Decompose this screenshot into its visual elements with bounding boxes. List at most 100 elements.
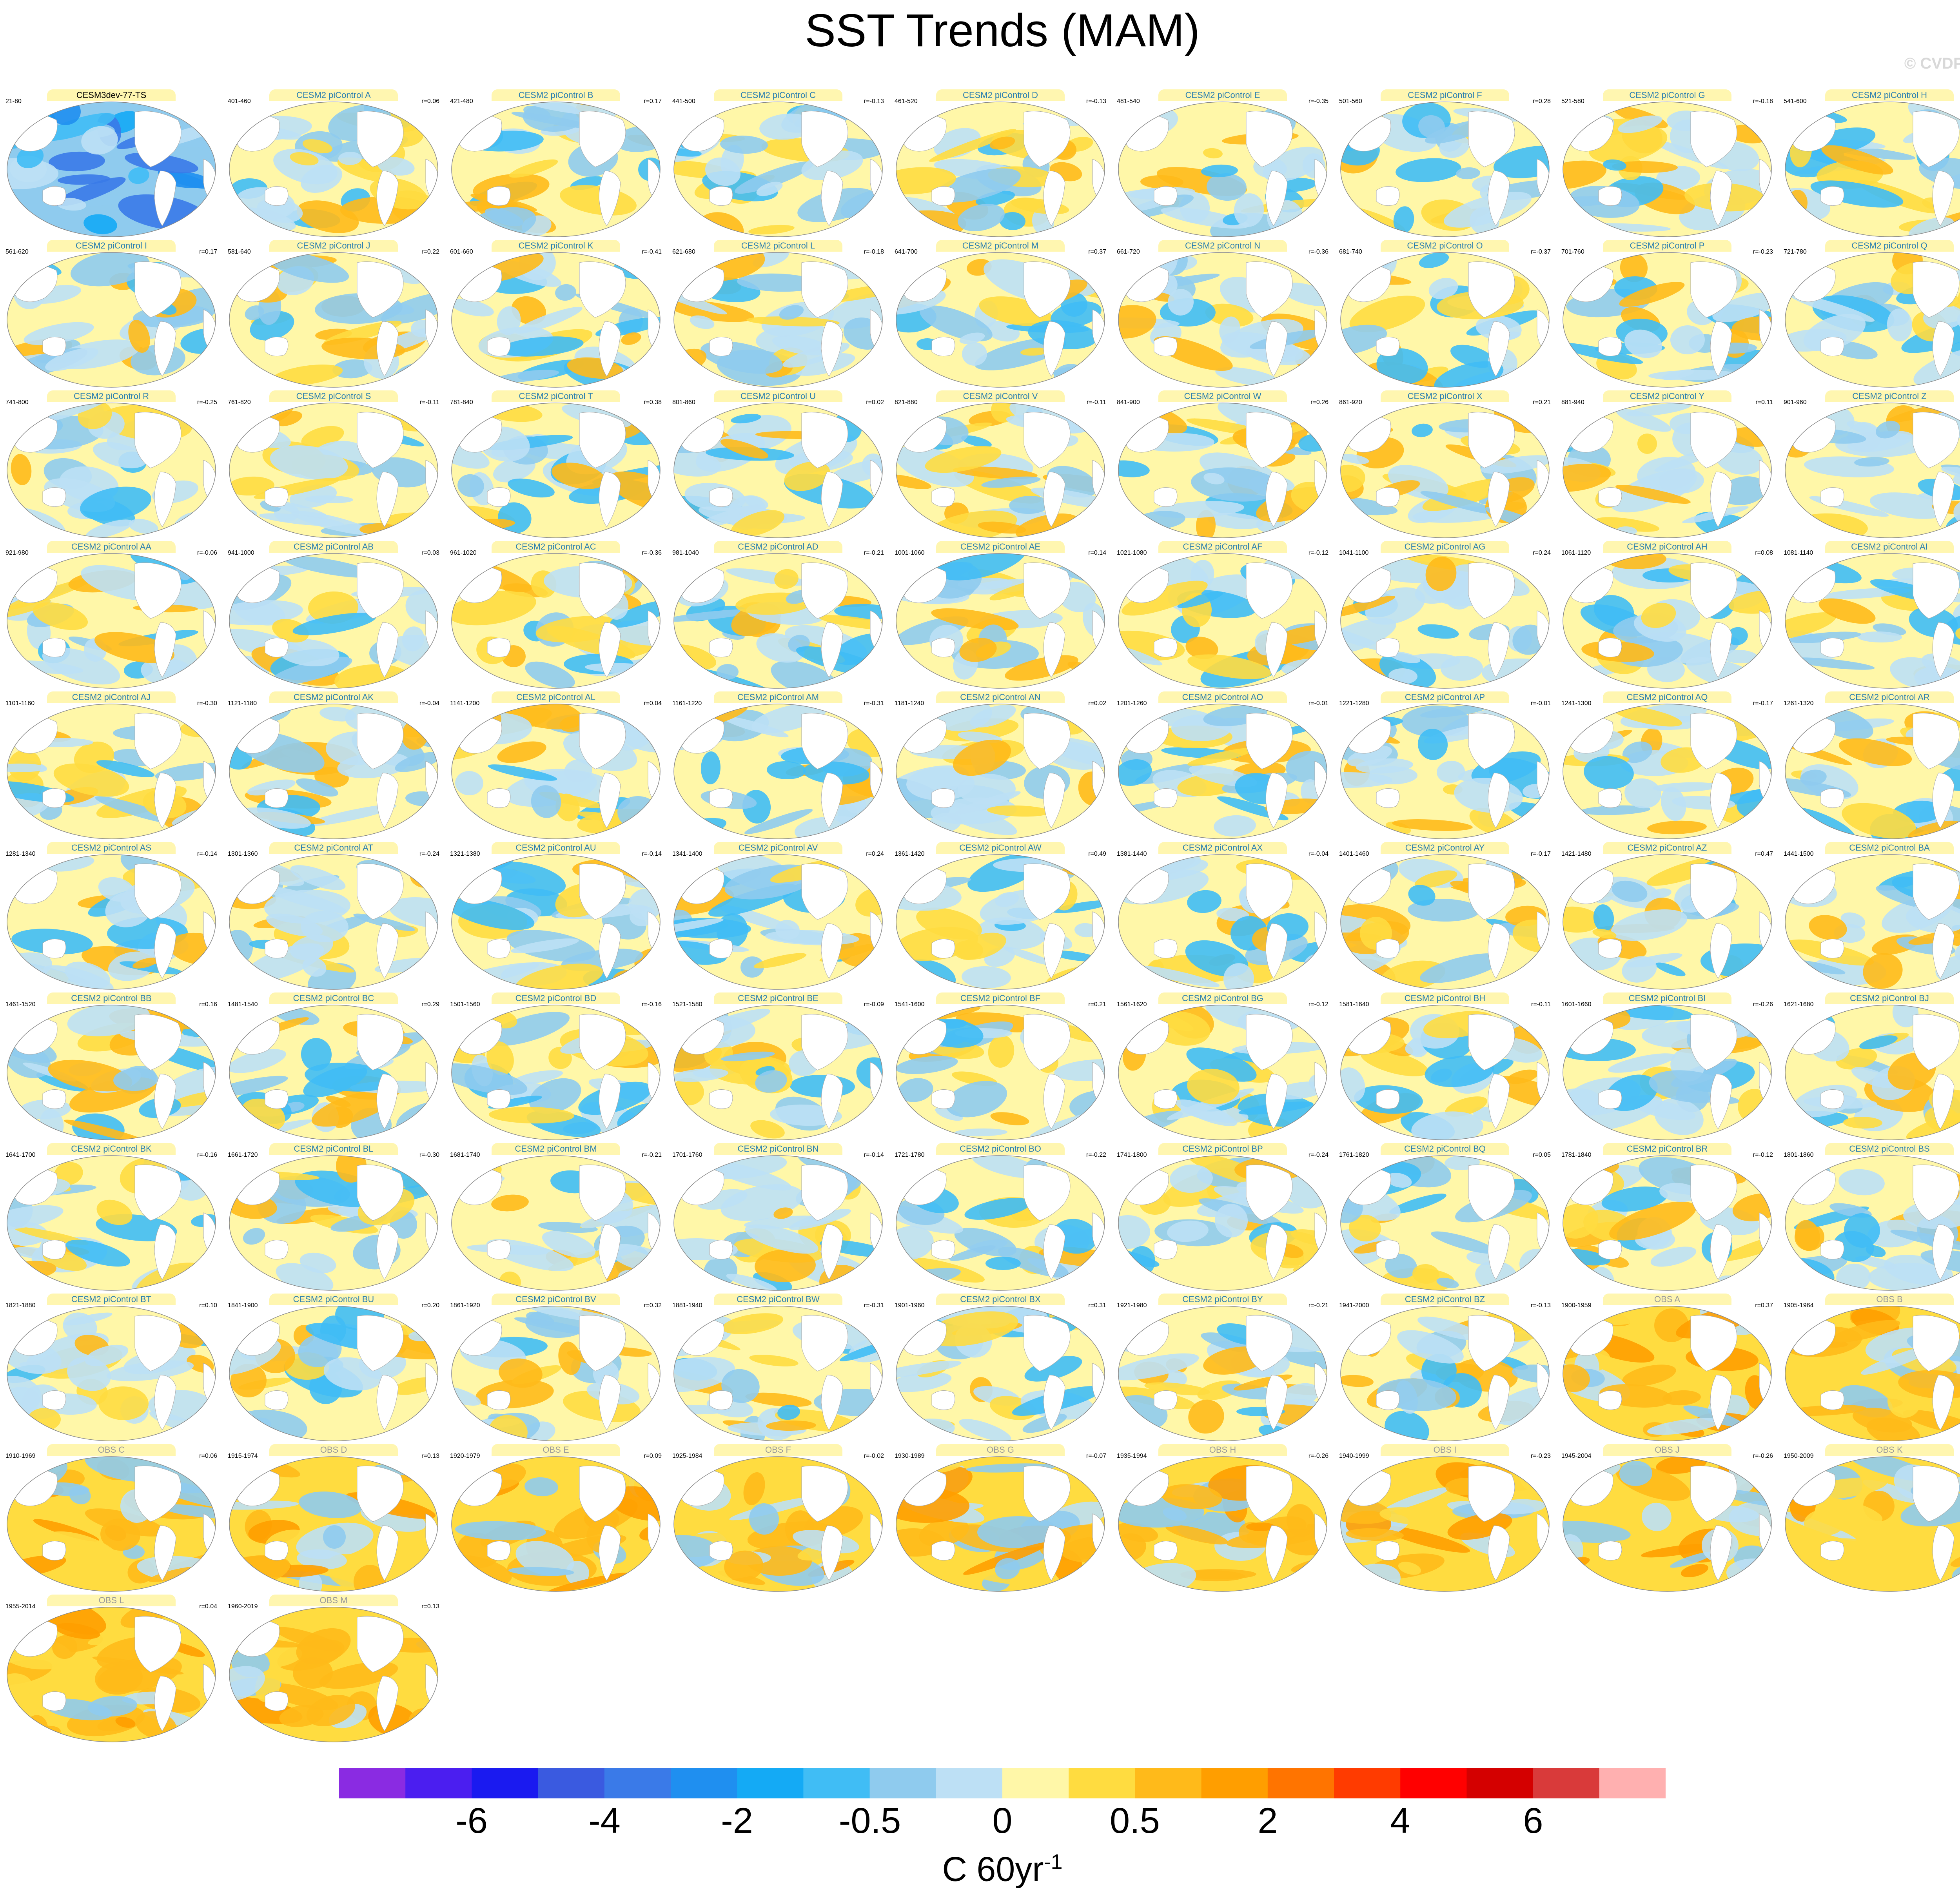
land-australia [1598,939,1622,959]
colorbar-swatch [1267,1768,1334,1798]
panel-correlation: r=-0.14 [197,851,217,857]
panel-years: 1920-1979 [450,1453,480,1459]
map-panel: CESM2 piControl K 601-660 r=-0.41 [448,240,663,391]
land-south-america [1265,1375,1288,1430]
world-map [451,1306,661,1441]
land-australia [709,186,733,206]
world-map [1118,102,1327,237]
panel-title: CESM2 piControl BB [47,992,176,1004]
panel-title: CESM2 piControl AG [1381,541,1509,553]
panel-correlation: r=0.02 [866,399,884,406]
map-outline [673,102,883,237]
land-australia [487,186,511,206]
map-panel: OBS A 1900-1959 r=0.37 [1560,1294,1775,1444]
panel-title: CESM2 piControl BD [492,992,620,1004]
world-map [229,1155,438,1291]
trend-patch [508,478,555,498]
panel-title: CESM2 piControl BN [714,1143,842,1155]
land-australia [487,1089,511,1109]
trend-patch [906,767,975,801]
colorbar-swatch [405,1768,472,1798]
trend-patch [1412,1264,1439,1284]
panel-years: 1181-1240 [895,700,924,707]
panel-correlation: r=-0.11 [420,399,439,406]
colorbar-units-exponent: -1 [1044,1850,1063,1874]
land-australia [709,788,733,808]
world-map [673,102,883,237]
land-south-america [1932,1224,1955,1280]
trend-patch [1420,491,1501,515]
trend-patch [128,320,150,353]
panel-years: 1361-1420 [895,851,925,857]
map-outline [673,1155,883,1291]
land-north-america [579,261,626,318]
colorbar-swatch [1599,1768,1666,1798]
land-australia [487,788,511,808]
world-map [1563,704,1772,839]
trend-patch [485,1012,570,1046]
map-panel: CESM2 piControl AP 1221-1280 r=-0.01 [1338,691,1552,842]
trend-patch [1167,1220,1209,1242]
colorbar-swatch [1533,1768,1600,1798]
map-panel: CESM3dev-77-TS 21-80 [4,89,219,240]
land-north-america [801,412,848,468]
colorbar-swatch [1334,1768,1401,1798]
world-map [229,1607,438,1742]
trend-patch [1393,206,1414,234]
watermark: © CVDP-LE [1904,55,1960,72]
trend-patch [96,1199,132,1225]
trend-patch [580,1210,632,1228]
land-north-america [1246,412,1293,468]
land-south-america [154,1074,176,1129]
trend-patch [49,151,105,172]
panel-correlation: r=0.06 [199,1453,217,1459]
panel-correlation: r=0.13 [421,1453,439,1459]
map-outline [673,704,883,839]
land-australia [1154,487,1178,507]
trend-patch [1790,657,1875,670]
panel-years: 1221-1280 [1339,700,1369,707]
trend-patch [511,938,579,953]
panel-years: 1381-1440 [1117,851,1147,857]
map-panel: CESM2 piControl AW 1361-1420 r=0.49 [893,842,1108,993]
colorbar-swatch [1400,1768,1467,1798]
panel-correlation: r=-0.13 [1086,98,1106,105]
map-outline [1563,252,1772,388]
panel-years: 601-660 [450,249,473,255]
world-map [1340,403,1550,538]
trend-patch [33,602,88,630]
map-outline [673,1306,883,1441]
panel-correlation: r=-0.04 [419,700,439,707]
panel-years: 1925-1984 [672,1453,702,1459]
trend-patch [270,445,348,480]
panel-correlation: r=0.17 [199,249,217,255]
panel-years: 1421-1480 [1561,851,1592,857]
trend-patch [499,1358,543,1388]
trend-patch [1167,289,1194,316]
panel-years: 721-780 [1784,249,1807,255]
map-panel: CESM2 piControl BC 1481-1540 r=0.29 [226,992,441,1143]
land-north-america [1246,1315,1293,1372]
panel-years: 621-680 [672,249,695,255]
panel-correlation: r=-0.31 [864,700,884,707]
land-australia [42,1089,66,1109]
trend-patch [497,741,546,763]
land-australia [42,638,66,658]
trend-patch [1857,631,1902,643]
land-south-america [1488,171,1510,226]
trend-patch [1727,627,1748,646]
land-north-america [1024,111,1071,167]
trend-patch [737,273,818,292]
map-panel: CESM2 piControl F 501-560 r=0.28 [1338,89,1552,240]
panel-title: CESM2 piControl BU [269,1294,398,1305]
trend-patch [229,600,303,625]
map-outline [7,252,216,388]
trend-patch [305,1063,393,1092]
trend-patch [1234,193,1264,227]
trend-patch [338,151,362,165]
panel-title: CESM2 piControl L [714,240,842,252]
panel-years: 881-940 [1561,399,1584,406]
trend-patch [705,1160,792,1191]
land-australia [1598,1390,1622,1410]
land-australia [42,788,66,808]
